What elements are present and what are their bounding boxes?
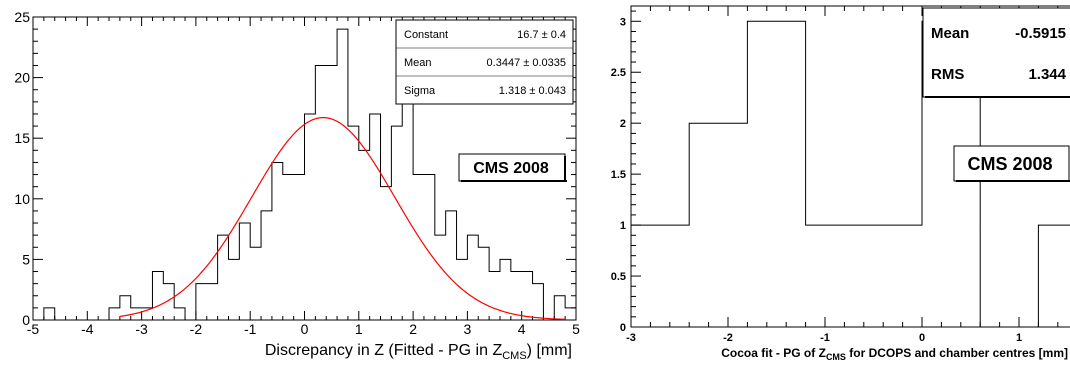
right-x-tick-label: 0 xyxy=(919,332,925,344)
right-cms-tag: CMS 2008 xyxy=(953,145,1070,182)
right-y-tick-label: 1.5 xyxy=(611,169,626,181)
left-x-tick-label: -2 xyxy=(190,321,203,337)
left-x-tick-label: 2 xyxy=(409,321,417,337)
right-x-axis-title-tail: for DCOPS and chamber centres [mm] xyxy=(846,346,1068,360)
left-y-tick-label: 10 xyxy=(14,191,30,207)
left-x-axis-title: Discrepancy in Z (Fitted - PG in ZCMS) [… xyxy=(265,342,572,362)
stat-value-sigma: 1.318 ± 0.043 xyxy=(499,85,566,97)
right-x-tick-label: 1 xyxy=(1016,332,1022,344)
stat-value-rms-right: 1.344 xyxy=(1028,66,1066,83)
right-x-tick-label: -3 xyxy=(626,332,636,344)
left-y-tick-label: 25 xyxy=(14,9,30,25)
left-x-tick-label: -5 xyxy=(27,321,40,337)
left-y-tick-label: 0 xyxy=(22,312,30,328)
left-x-tick-label: 3 xyxy=(464,321,472,337)
left-x-axis-title-tail: ) [mm] xyxy=(527,342,572,359)
right-x-axis-title: Cocoa fit - PG of ZCMS for DCOPS and cha… xyxy=(721,346,1068,362)
stat-label-sigma: Sigma xyxy=(404,85,436,97)
right-cms-tag-text: CMS 2008 xyxy=(967,154,1052,174)
right-histogram-panel: -3-2-101200.511.522.53 Mean -0.5915 RMS … xyxy=(611,5,1070,362)
left-y-tick-label: 15 xyxy=(14,130,30,146)
stat-value-constant: 16.7 ± 0.4 xyxy=(517,29,566,41)
left-x-tick-label: 4 xyxy=(518,321,526,337)
left-stats-frame xyxy=(395,19,574,105)
right-cms-tag-frame xyxy=(953,145,1070,182)
right-x-axis-title-subscript: CMS xyxy=(826,352,846,362)
right-frame xyxy=(630,5,1070,328)
left-cms-tag: CMS 2008 xyxy=(458,153,567,182)
left-cms-tag-frame xyxy=(458,153,566,182)
right-y-tick-label: 1 xyxy=(620,220,626,232)
right-y-tick-label: 3 xyxy=(620,16,626,28)
right-stats-frame xyxy=(922,7,1070,98)
left-gaussian-fit-curve xyxy=(119,117,566,320)
right-y-tick-label: 2 xyxy=(620,118,626,130)
left-axis-ticks xyxy=(32,16,577,321)
right-x-tick-label: -1 xyxy=(820,332,830,344)
stat-label-rms-right: RMS xyxy=(931,66,964,83)
right-y-tick-label: 2.5 xyxy=(611,67,626,79)
left-cms-tag-text: CMS 2008 xyxy=(473,160,549,177)
right-x-axis-title-main: Cocoa fit - PG of Z xyxy=(721,346,826,360)
left-y-tick-label: 20 xyxy=(14,70,30,86)
right-y-tick-label: 0.5 xyxy=(611,271,626,283)
left-histogram-panel: -5 -4 -3 -2 -1 0 1 2 3 4 5 0 5 10 15 20 25 Constant 16.7… xyxy=(14,9,580,362)
stat-label-mean-right: Mean xyxy=(931,25,969,42)
right-histogram-outline xyxy=(630,20,1070,328)
left-x-tick-label: 5 xyxy=(572,321,580,337)
left-x-axis-title-main: Discrepancy in Z (Fitted - PG in Z xyxy=(265,342,503,359)
left-x-tick-label: -4 xyxy=(81,321,94,337)
left-x-tick-label: -3 xyxy=(135,321,148,337)
right-y-tick-label: 0 xyxy=(620,322,626,334)
left-x-tick-label: 0 xyxy=(301,321,309,337)
left-y-tick-label: 5 xyxy=(22,251,30,267)
stat-label-constant: Constant xyxy=(404,29,448,41)
left-histogram-outline xyxy=(33,28,577,321)
stat-value-mean-right: -0.5915 xyxy=(1015,25,1066,42)
left-x-axis-title-subscript: CMS xyxy=(502,350,526,362)
right-stats-box: Mean -0.5915 RMS 1.344 xyxy=(922,7,1070,98)
left-tick-labels: -5 -4 -3 -2 -1 0 1 2 3 4 5 0 5 10 15 20 25 xyxy=(14,9,580,337)
left-x-tick-label: -1 xyxy=(244,321,257,337)
stat-label-mean: Mean xyxy=(404,57,432,69)
left-x-tick-label: 1 xyxy=(355,321,363,337)
right-x-tick-label: -2 xyxy=(723,332,733,344)
left-stats-box: Constant 16.7 ± 0.4 Mean 0.3447 ± 0.0335… xyxy=(395,19,574,105)
right-tick-labels: -3-2-101200.511.522.53 xyxy=(611,16,1022,344)
stat-value-mean: 0.3447 ± 0.0335 xyxy=(487,57,566,69)
